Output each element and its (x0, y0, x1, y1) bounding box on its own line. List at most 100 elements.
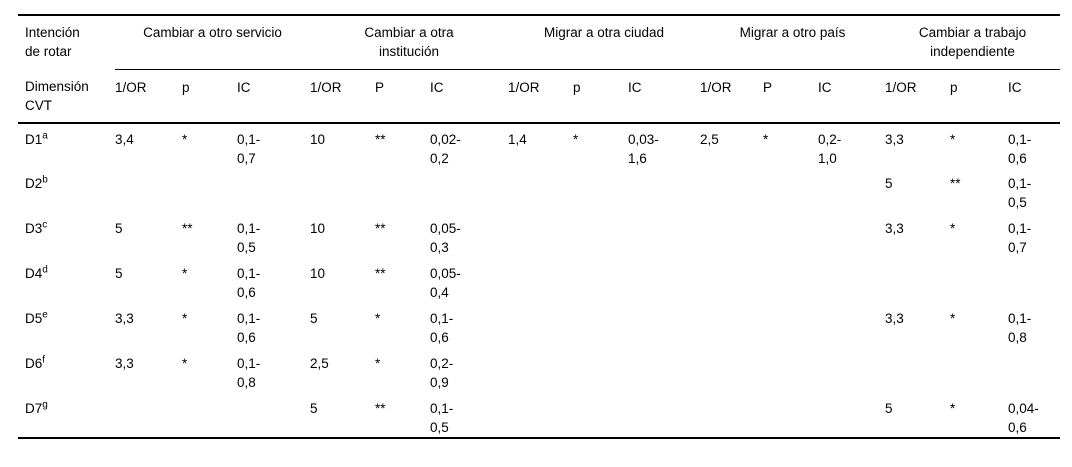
dimension-header: Dimensión CVT (18, 69, 115, 124)
ic-value (628, 258, 700, 303)
ic-value: 0,1- 0,6 (237, 266, 261, 300)
ic-value (1008, 348, 1060, 393)
p-value (573, 303, 628, 348)
col-header-ic: IC (628, 69, 701, 124)
p-value (763, 393, 818, 438)
ic-value: 0,05- 0,3 (430, 221, 461, 255)
ic-value (818, 348, 885, 393)
p-value (182, 168, 237, 213)
ic-value (237, 393, 310, 438)
ic-value: 0,1- 0,6 (430, 311, 454, 345)
or-value: 3,3 (115, 356, 134, 371)
dimension-label: D7g (18, 393, 115, 438)
p-value: * (375, 356, 381, 371)
or-value (700, 303, 763, 348)
p-value (950, 348, 1008, 393)
p-value: * (573, 132, 579, 147)
ic-value (818, 213, 885, 258)
col-header-or: 1/OR (310, 69, 375, 124)
dimension-code: D1 (25, 132, 43, 147)
or-value: 10 (310, 132, 326, 147)
p-value: ** (950, 176, 961, 191)
p-value (763, 303, 818, 348)
col-header-or: 1/OR (115, 69, 182, 124)
dimension-label: D3c (18, 213, 115, 258)
footnote-marker: b (42, 174, 48, 186)
dimension-label: D2b (18, 168, 115, 213)
p-value: ** (375, 401, 386, 416)
p-value (573, 348, 628, 393)
ic-value (628, 303, 700, 348)
or-value (310, 168, 375, 213)
ic-value (628, 393, 700, 438)
or-value: 5 (115, 221, 123, 236)
ic-value (818, 303, 885, 348)
p-value (573, 168, 628, 213)
or-value (115, 393, 182, 438)
or-value: 2,5 (310, 356, 329, 371)
col-header-ic: IC (237, 69, 310, 124)
or-value (885, 348, 950, 393)
p-value: ** (375, 266, 386, 281)
ic-value (237, 168, 310, 213)
group-header-trabajo-independiente: Cambiar a trabajo independiente (885, 15, 1061, 70)
col-header-p: p (573, 69, 628, 124)
p-value (573, 258, 628, 303)
ic-value: 0,05- 0,4 (430, 266, 461, 300)
p-value: * (182, 132, 188, 147)
table-row: D6f 3,3 * 0,1- 0,8 2,5 * 0,2- 0,9 (18, 348, 1060, 393)
ic-value: 0,1- 0,8 (237, 356, 261, 390)
or-value: 3,3 (885, 311, 904, 326)
p-value (375, 168, 430, 213)
dimension-label: D4d (18, 258, 115, 303)
document-page: Intención de rotar Cambiar a otro servic… (0, 14, 1072, 467)
or-value (508, 303, 573, 348)
ic-value (818, 168, 885, 213)
corner-header: Intención de rotar (25, 25, 80, 59)
footnote-marker: c (42, 219, 48, 231)
footnote-marker: e (42, 309, 48, 321)
group-header-row: Intención de rotar Cambiar a otro servic… (18, 15, 1061, 70)
or-value (508, 348, 573, 393)
ic-value: 0,1- 0,5 (1008, 176, 1032, 210)
p-value (763, 168, 818, 213)
or-value (508, 258, 573, 303)
p-value: * (182, 356, 188, 371)
p-value: * (950, 401, 956, 416)
p-value (763, 213, 818, 258)
ic-value: 0,1- 0,6 (237, 311, 261, 345)
ic-value (430, 168, 508, 213)
footnote-marker: d (42, 264, 48, 276)
p-value (950, 258, 1008, 303)
ic-value (628, 213, 700, 258)
table-row: D4d 5 * 0,1- 0,6 10 ** 0,05- 0,4 (18, 258, 1060, 303)
col-header-or: 1/OR (885, 69, 951, 124)
p-value: ** (375, 132, 386, 147)
p-value: * (182, 311, 188, 326)
table-row: D3c 5 ** 0,1- 0,5 10 ** 0,05- 0,3 3,3 * 0,1- 0,7 (18, 213, 1060, 258)
dimension-label: D6f (18, 348, 115, 393)
group-header-migrar-pais: Migrar a otro país (700, 15, 886, 70)
ic-value: 0,1- 0,6 (1008, 132, 1032, 166)
col-header-p: P (375, 69, 430, 124)
or-value: 3,3 (885, 221, 904, 236)
group-header-cambiar-servicio: Cambiar a otro servicio (115, 15, 310, 70)
dimension-code: D2 (25, 176, 43, 191)
p-value (573, 393, 628, 438)
or-value: 3,3 (885, 132, 904, 147)
col-header-p: P (763, 69, 819, 124)
or-value: 5 (885, 176, 893, 191)
p-value (573, 213, 628, 258)
or-value: 5 (310, 401, 318, 416)
ic-value: 0,1- 0,8 (1008, 311, 1032, 345)
ic-value: 0,1- 0,7 (1008, 221, 1032, 255)
p-value: * (375, 311, 381, 326)
or-value: 5 (885, 401, 893, 416)
or-value (508, 168, 573, 213)
group-header-migrar-ciudad: Migrar a otra ciudad (508, 15, 701, 70)
ic-value (818, 258, 885, 303)
dimension-code: D7 (25, 401, 43, 416)
or-value (700, 213, 763, 258)
col-header-ic: IC (818, 69, 886, 124)
p-value: * (950, 221, 956, 236)
